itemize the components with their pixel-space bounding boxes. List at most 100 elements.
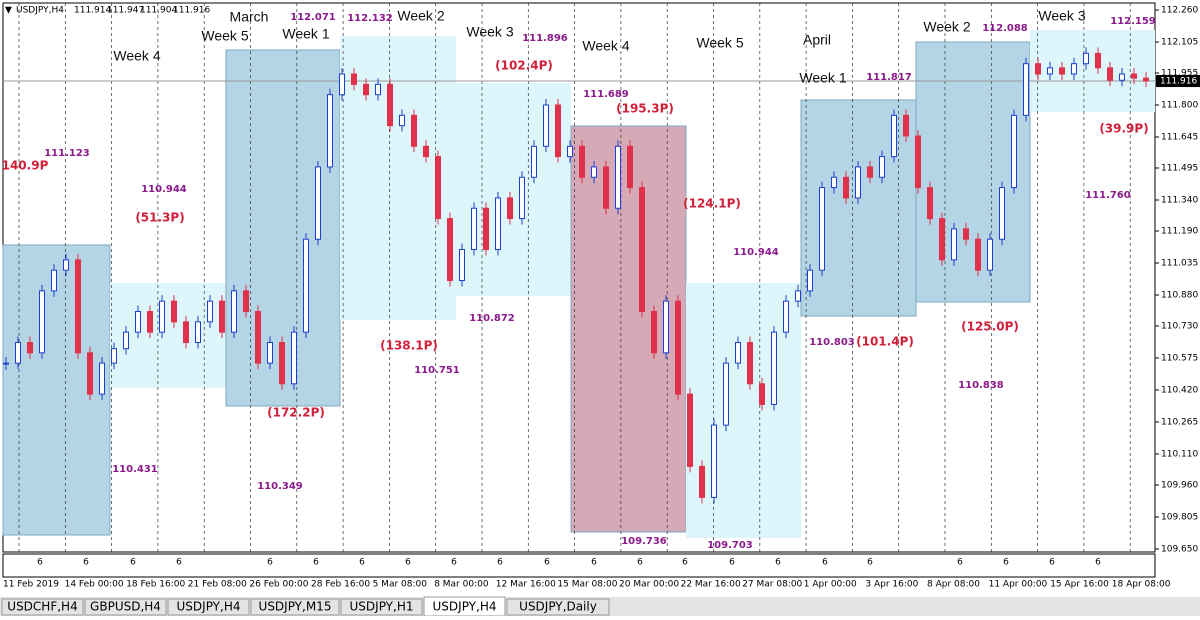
tab-label[interactable]: USDJPY,M15 (259, 600, 332, 614)
indicator-label: 6 (405, 558, 411, 568)
y-tick-label: 110.880 (1161, 290, 1198, 300)
indicator-label: 6 (637, 558, 643, 568)
pip-label: (195.3P) (616, 102, 674, 116)
price-label: 111.817 (866, 72, 912, 83)
tab-label[interactable]: USDJPY,H1 (350, 600, 414, 614)
price-label: 111.123 (44, 148, 90, 159)
candle-body (987, 238, 993, 271)
indicator-label: 6 (544, 558, 550, 568)
pip-label: (102.4P) (495, 59, 553, 73)
price-label: 110.838 (958, 380, 1004, 391)
header-arrow: ▼ (5, 6, 12, 16)
candle-body (807, 269, 813, 292)
price-label: 112.088 (982, 23, 1028, 34)
candle-body (879, 156, 885, 178)
week-label: March (230, 9, 269, 25)
candle-body (207, 300, 213, 323)
candle-body (771, 331, 777, 405)
candle-body (387, 83, 393, 127)
pip-label: (101.4P) (856, 335, 914, 349)
x-tick-label: 22 Mar 16:00 (681, 580, 741, 590)
tab[interactable] (1, 598, 84, 616)
candle-body (891, 114, 897, 158)
candle-body (687, 393, 693, 467)
tab-label[interactable]: USDJPY,H4 (433, 600, 497, 614)
y-tick-label: 110.575 (1161, 353, 1198, 363)
candle-body (927, 187, 933, 220)
candle-body (999, 187, 1005, 240)
candle-body (1035, 63, 1041, 75)
x-tick-label: 15 Mar 08:00 (557, 580, 617, 590)
indicator-label: 6 (1095, 558, 1101, 568)
y-tick-label: 111.955 (1161, 68, 1198, 78)
price-label: 111.760 (1085, 190, 1131, 201)
y-tick-label: 110.265 (1161, 417, 1198, 427)
header-quote: 111.916 (173, 6, 210, 16)
indicator-label: 6 (867, 558, 873, 568)
candle-body (459, 249, 465, 282)
header-quote: 111.904 (140, 6, 177, 16)
tab[interactable] (167, 598, 250, 616)
x-tick-label: 14 Feb 00:00 (65, 580, 124, 590)
tab[interactable] (506, 598, 610, 616)
candle-body (495, 197, 501, 251)
candle-body (975, 238, 981, 271)
tab-label[interactable]: USDJPY,H4 (177, 600, 241, 614)
x-tick-label: 3 Apr 16:00 (865, 580, 918, 590)
candle-body (747, 341, 753, 385)
candle-body (75, 259, 81, 354)
candle-body (783, 300, 789, 333)
candle-body (267, 341, 273, 364)
candle-body (819, 187, 825, 271)
candle-body (543, 104, 549, 147)
week-label: Week 1 (282, 26, 329, 42)
candle-body (603, 166, 609, 209)
week-box (686, 283, 801, 538)
x-tick-label: 26 Feb 00:00 (249, 580, 308, 590)
candle-body (483, 207, 489, 251)
candle-body (183, 321, 189, 343)
candle-body (231, 290, 237, 333)
indicator-label: 6 (822, 558, 828, 568)
candle-body (135, 311, 141, 333)
tab[interactable] (250, 598, 340, 616)
candle-body (87, 352, 93, 395)
candle-body (567, 145, 573, 158)
tab[interactable] (84, 598, 167, 616)
candle-body (447, 218, 453, 282)
candle-body (1083, 52, 1089, 65)
week-label: Week 3 (1038, 8, 1085, 24)
candle-body (423, 145, 429, 158)
x-tick-label: 1 Apr 00:00 (804, 580, 857, 590)
tab-label[interactable]: USDCHF,H4 (7, 600, 77, 614)
indicator-label: 6 (451, 558, 457, 568)
candle-body (1107, 67, 1113, 81)
indicator-label: 6 (37, 558, 43, 568)
week-label: April (803, 32, 831, 48)
x-tick-label: 28 Feb 16:00 (311, 580, 370, 590)
y-tick-label: 111.800 (1161, 100, 1198, 110)
indicator-label: 6 (176, 558, 182, 568)
price-label: 109.736 (621, 536, 667, 547)
candle-body (363, 83, 369, 96)
candle-body (51, 269, 57, 292)
candle-body (159, 300, 165, 333)
price-label: 110.431 (112, 464, 158, 475)
tab-label[interactable]: GBPUSD,H4 (90, 600, 161, 614)
indicator-label: 6 (775, 558, 781, 568)
candle-body (579, 145, 585, 178)
week-label: Week 2 (923, 19, 970, 35)
week-label: Week 3 (466, 24, 513, 40)
y-tick-label: 112.260 (1161, 6, 1198, 16)
candle-body (1143, 77, 1149, 82)
candle-body (795, 290, 801, 302)
tab-label[interactable]: USDJPY,Daily (519, 600, 597, 614)
tab[interactable] (340, 598, 423, 616)
candle-body (399, 114, 405, 127)
indicator-label: 6 (729, 558, 735, 568)
week-label: Week 5 (696, 35, 743, 51)
y-tick-label: 110.110 (1161, 450, 1198, 460)
header-quote: 111.947 (107, 6, 144, 16)
candle-body (15, 341, 21, 364)
candle-body (663, 300, 669, 354)
